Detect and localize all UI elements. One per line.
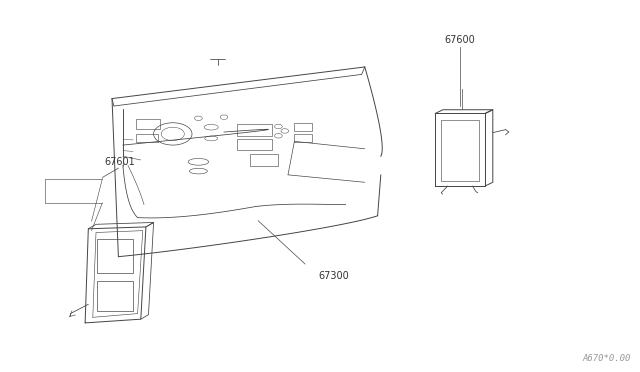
Text: 67300: 67300 — [318, 271, 349, 281]
Bar — [441, 120, 479, 181]
Bar — [97, 239, 133, 273]
Text: 67600: 67600 — [445, 35, 476, 45]
Text: A670*0.00: A670*0.00 — [582, 354, 630, 363]
Bar — [97, 281, 133, 311]
Text: 67601: 67601 — [104, 157, 135, 167]
